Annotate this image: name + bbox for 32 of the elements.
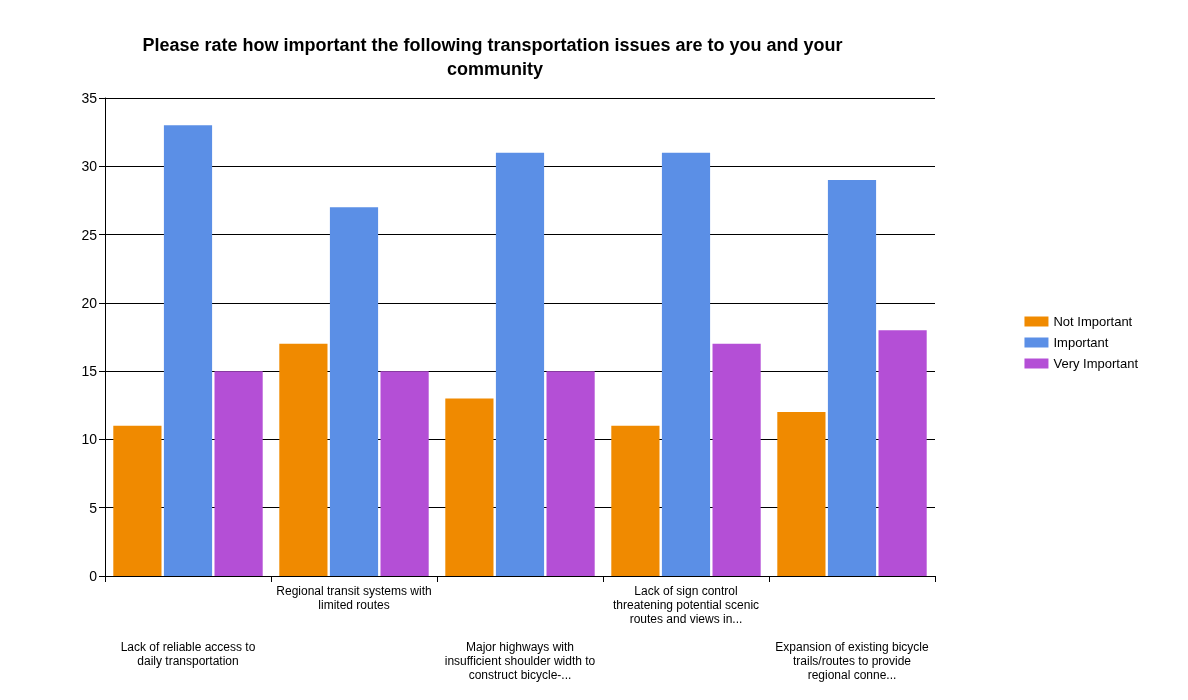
bar bbox=[279, 343, 328, 576]
bar bbox=[163, 125, 213, 576]
bar bbox=[214, 371, 263, 576]
y-tick-label: 0 bbox=[89, 568, 98, 584]
x-tick-label: Lack of sign control threatening potential scenic routes and views in... bbox=[612, 584, 760, 626]
y-tick-label: 5 bbox=[89, 499, 98, 516]
y-tick-label: 35 bbox=[81, 90, 98, 106]
y-tick-label: 15 bbox=[81, 363, 98, 380]
bar bbox=[661, 152, 711, 576]
bar bbox=[546, 371, 595, 576]
bar bbox=[712, 343, 761, 576]
bar bbox=[380, 371, 429, 576]
x-tick-label: Lack of reliable access to daily transportation bbox=[120, 640, 256, 668]
bar bbox=[495, 152, 545, 576]
legend-label: Important bbox=[1053, 335, 1109, 350]
y-tick-label: 10 bbox=[81, 431, 98, 448]
y-tick-label: 30 bbox=[81, 158, 98, 175]
bar bbox=[329, 207, 379, 576]
bar bbox=[445, 398, 494, 576]
bar bbox=[827, 179, 877, 576]
legend-label: Not Important bbox=[1053, 314, 1133, 329]
x-tick-label: Major highways with insufficient shoulder width to construct bicycle-... bbox=[444, 640, 596, 682]
y-tick-label: 25 bbox=[81, 226, 98, 243]
bar bbox=[878, 330, 927, 576]
legend-label: Very Important bbox=[1053, 356, 1139, 371]
x-tick-label: Expansion of existing bicycle trails/routes to provide regional conne... bbox=[775, 640, 930, 682]
x-tick-label: Regional transit systems with limited routes bbox=[276, 584, 432, 612]
y-tick-label: 20 bbox=[81, 294, 98, 311]
chart-title: Please rate how important the following transportation issues are to you and your community bbox=[142, 35, 848, 79]
bar bbox=[113, 425, 162, 576]
bar bbox=[611, 425, 660, 576]
bar bbox=[777, 412, 826, 576]
